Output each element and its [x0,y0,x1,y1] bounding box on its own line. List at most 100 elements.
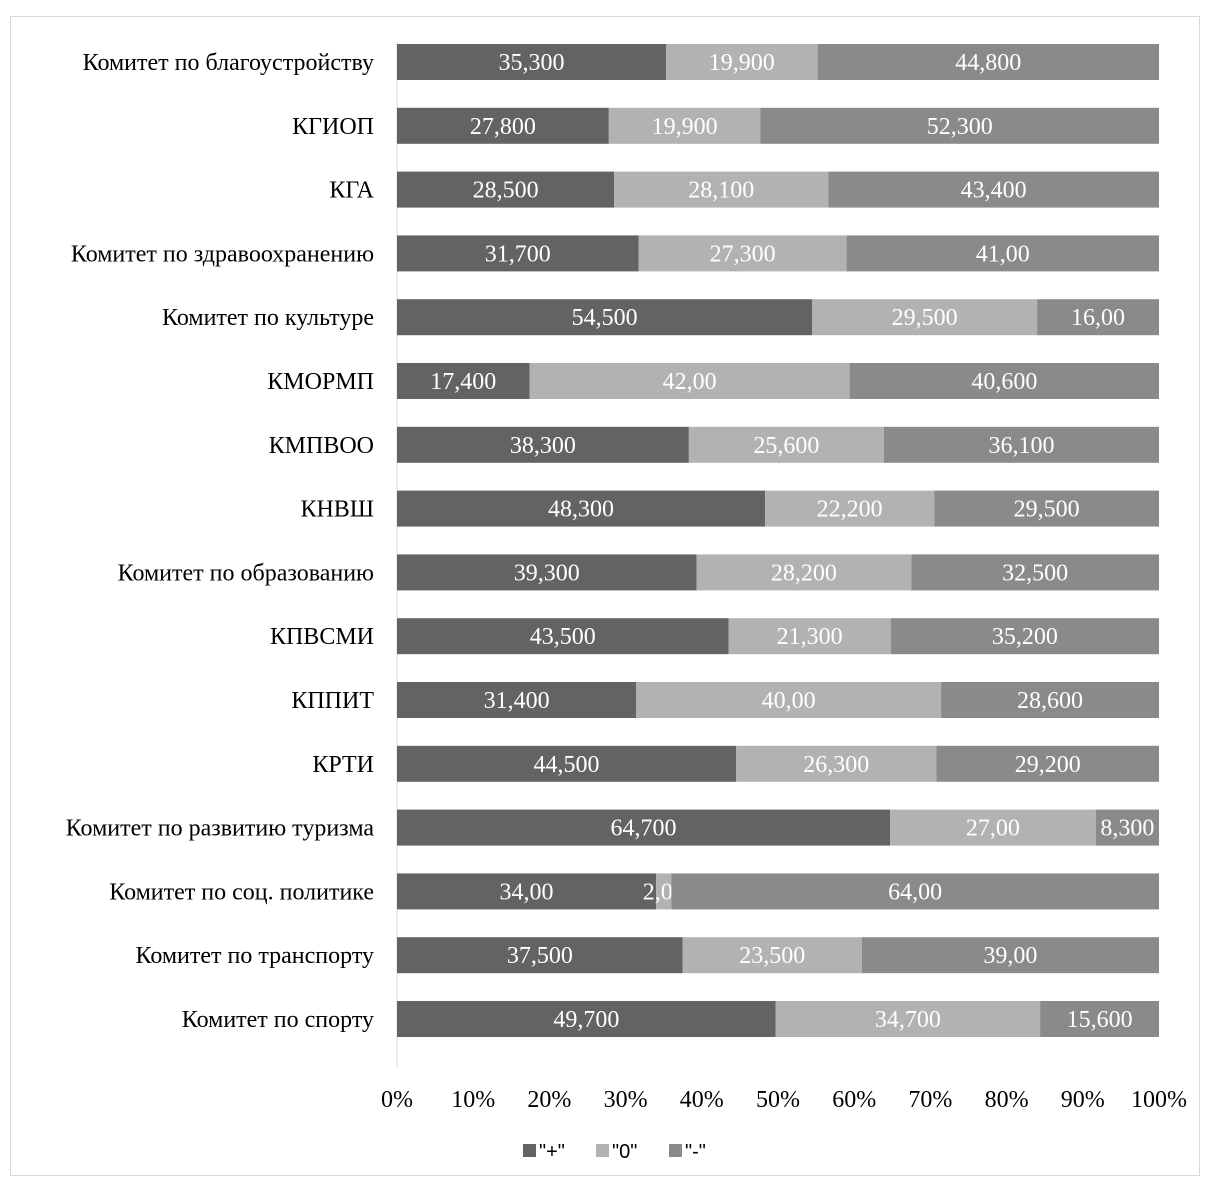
data-label: 23,500 [739,943,805,969]
x-tick-label: 40% [680,1087,724,1113]
data-label: 27,00 [966,816,1020,842]
data-label: 21,300 [777,624,843,650]
bar-segment [638,235,847,272]
x-tick-label: 20% [527,1087,571,1113]
data-label: 35,300 [498,50,564,76]
bar-segment [397,745,737,782]
legend-swatch [596,1144,609,1157]
category-label: КПВСМИ [270,624,374,650]
data-label: 49,700 [553,1007,619,1033]
data-label: 28,100 [688,178,754,204]
data-label: 31,400 [484,688,550,714]
legend-swatch [523,1144,536,1157]
category-label: КМПВОО [269,433,374,459]
bar-segment [397,809,891,846]
data-label: 29,500 [1014,497,1080,523]
bar-segment [911,554,1159,591]
data-label: 43,400 [961,178,1027,204]
data-label: 40,600 [971,369,1037,395]
bar-segment [1095,809,1159,846]
bar-segment [682,937,862,974]
data-label: 19,900 [709,50,775,76]
bar-segment [397,171,615,208]
data-label: 64,00 [888,879,942,905]
bar-segment [1040,1001,1159,1037]
data-label: 25,600 [753,433,819,459]
bar-segment [397,299,813,336]
bar-segment [397,363,530,399]
bar-segment [665,44,818,80]
x-tick-label: 70% [908,1087,952,1113]
data-label: 29,500 [892,305,958,331]
data-label: 29,200 [1015,752,1081,778]
data-label: 40,00 [762,688,816,714]
data-label: 19,900 [652,114,718,140]
data-label: 39,00 [983,943,1037,969]
data-label: 48,300 [548,497,614,523]
bar-segment [812,299,1038,336]
bar-segment [934,490,1159,527]
category-label: Комитет по культуре [162,305,374,331]
legend-label: "0" [612,1141,637,1163]
bar-segment [890,809,1096,846]
data-label: 44,800 [955,50,1021,76]
bar-segment [760,107,1159,144]
bar-segment [936,745,1159,782]
bar-segment [696,554,912,591]
bar-segment [890,618,1159,655]
data-label: 54,500 [572,305,638,331]
data-label: 44,500 [534,752,600,778]
bar-segment [397,235,639,272]
data-label: 37,500 [507,943,573,969]
bar-segment [1037,299,1159,336]
bar-segment [397,107,609,144]
bar-segment [736,745,937,782]
bar-segment [397,1001,776,1037]
data-label: 34,00 [500,879,554,905]
data-label: 43,500 [530,624,596,650]
bar-segment [397,618,729,655]
data-label: 8,300 [1100,816,1154,842]
data-label: 35,200 [992,624,1058,650]
data-label: 17,400 [430,369,496,395]
category-label: КМОРМП [267,369,374,395]
category-label: Комитет по образованию [118,560,374,586]
bar-segment [397,426,689,463]
bar-segment [397,554,697,591]
category-label: Комитет по благоустройству [83,50,374,76]
category-label: Комитет по развитию туризма [66,816,375,842]
bar-segment [941,682,1159,718]
data-label: 39,300 [514,560,580,586]
bar-segment [608,107,761,144]
x-tick-label: 60% [832,1087,876,1113]
bar-segment [397,490,766,527]
data-label: 34,700 [875,1007,941,1033]
data-label: 41,00 [976,241,1030,267]
category-label: Комитет по спорту [182,1007,374,1033]
bar-segment [397,682,637,718]
data-label: 64,700 [611,816,677,842]
x-tick-label: 80% [985,1087,1029,1113]
x-tick-label: 0% [381,1087,413,1113]
bar-segment [614,171,829,208]
bar-segment [817,44,1159,80]
bar-segment [828,171,1159,208]
data-label: 28,600 [1017,688,1083,714]
x-tick-label: 50% [756,1087,800,1113]
data-label: 38,300 [510,433,576,459]
x-tick-label: 90% [1061,1087,1105,1113]
data-label: 16,00 [1071,305,1125,331]
category-label: КГА [329,178,374,204]
bar-segment [397,873,657,910]
data-label: 52,300 [927,114,993,140]
category-label: КНВШ [300,497,374,523]
x-tick-label: 10% [451,1087,495,1113]
bar-segment [671,873,1159,910]
data-label: 22,200 [817,497,883,523]
legend-label: "+" [539,1141,565,1163]
category-label: КППИТ [291,688,374,714]
data-label: 42,00 [663,369,717,395]
data-label: 27,300 [710,241,776,267]
data-label: 31,700 [485,241,551,267]
